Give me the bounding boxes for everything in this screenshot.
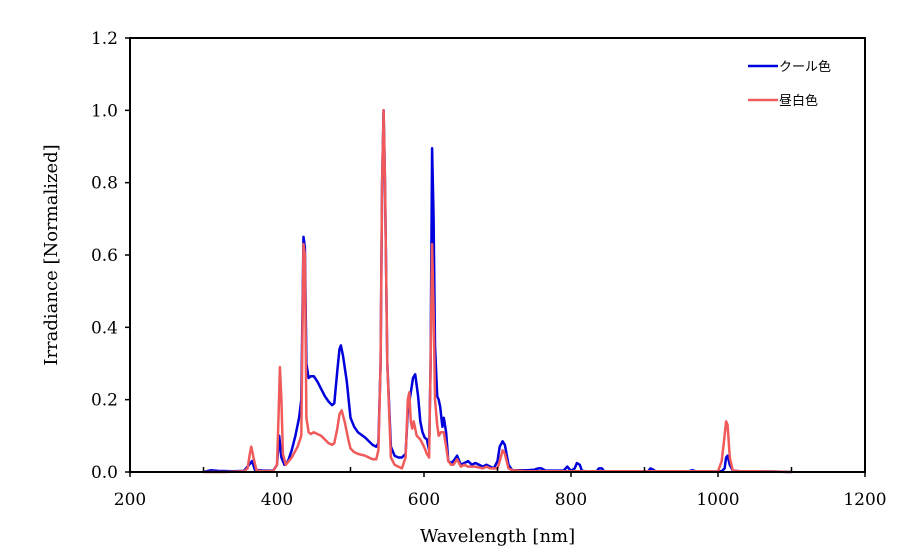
series-line-1 bbox=[203, 109, 792, 474]
y-axis-label: Irradiance [Normalized] bbox=[41, 144, 62, 365]
x-tick-label: 400 bbox=[261, 490, 293, 510]
x-axis-ticks: 200 400 600 800 1000 1200 bbox=[114, 467, 887, 510]
legend-label: 昼白色 bbox=[779, 93, 818, 109]
y-tick-label: 0.4 bbox=[91, 318, 118, 338]
y-tick-label: 0.8 bbox=[91, 174, 118, 194]
x-tick-label: 800 bbox=[555, 490, 587, 510]
chart-marks bbox=[203, 109, 792, 474]
y-tick-label: 1.0 bbox=[91, 101, 118, 121]
series-line-0 bbox=[203, 109, 792, 474]
y-tick-label: 0.2 bbox=[91, 391, 118, 411]
plot-frame bbox=[129, 37, 866, 473]
x-axis-label: Wavelength [nm] bbox=[420, 526, 575, 547]
legend-label: クール色 bbox=[779, 59, 831, 75]
x-tick-label: 1200 bbox=[843, 490, 886, 510]
y-axis-ticks: 0.0 0.2 0.4 0.6 0.8 1.0 1.2 bbox=[91, 29, 130, 483]
y-tick-label: 0.6 bbox=[91, 246, 118, 266]
x-tick-label: 200 bbox=[114, 490, 146, 510]
x-tick-label: 600 bbox=[408, 490, 440, 510]
y-tick-label: 1.2 bbox=[91, 29, 118, 49]
x-tick-label: 1000 bbox=[696, 490, 739, 510]
y-tick-label: 0.0 bbox=[91, 463, 118, 483]
